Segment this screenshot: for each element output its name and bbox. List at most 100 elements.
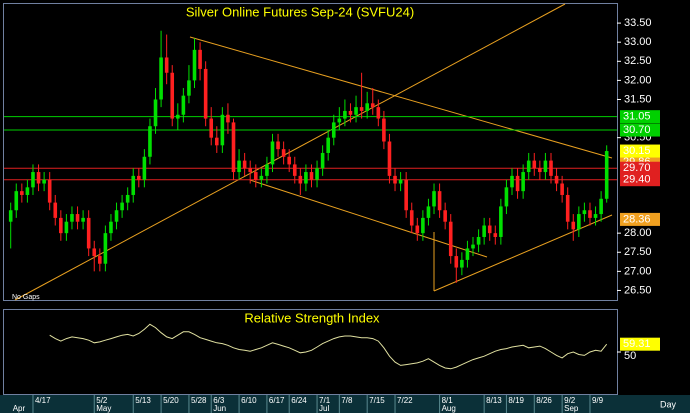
candle-body [64,221,69,234]
candle-body [36,172,41,184]
x-tick-label: 6/24 [291,396,307,405]
level-label: 31.05 [623,111,651,123]
candle-body [326,137,330,153]
x-tick-label: 5/20 [163,396,179,405]
candle-body [181,95,186,115]
candle-body [315,168,319,180]
candle-body [582,210,587,215]
trend-line [249,179,488,258]
rsi-title: Relative Strength Index [244,310,380,325]
candle-body [270,141,275,165]
candle-body [599,198,603,215]
candle-body [471,244,475,249]
last-price-box [620,144,660,158]
candle-body [98,256,102,264]
month-label: Apr [13,404,26,413]
candle-body [331,122,336,138]
candle-body [259,175,264,180]
candle-body [226,114,230,123]
level-label: 29.70 [623,162,651,174]
candle-body [437,191,442,211]
x-tick-label: 6/3 [213,396,225,405]
level-label: 28.36 [623,213,651,225]
candle-body [248,168,253,173]
x-tick-label: 5/2 [96,396,108,405]
period: Day [660,399,677,409]
y-tick-label: 32.50 [624,55,652,67]
y-tick-label: 26.50 [624,284,652,296]
candle-body [298,175,303,184]
candle-body [148,126,152,157]
candle-body [75,214,80,222]
candle-body [103,233,108,264]
trend-line [189,36,613,159]
candle-body [159,57,163,100]
candle-body [170,72,175,119]
candle-body [565,194,570,222]
candle-body [532,160,537,169]
candle-body [359,107,364,111]
y-tick-label: 27.00 [624,265,652,277]
candle-body [510,175,514,188]
level-box [620,161,660,175]
x-tick-label: 9/9 [592,396,604,405]
candle-body [214,137,219,146]
x-tick-label: 8/19 [508,396,524,405]
candle-body [203,68,208,119]
rsi-value-box [620,337,660,351]
level-label: 29.40 [623,174,651,186]
candle-body [31,172,35,188]
month-label: Jun [213,404,226,413]
level-box [620,110,660,124]
y-tick-label: 27.50 [624,246,652,258]
month-label: Sep [564,404,579,413]
candle-body [499,206,503,237]
candle-body [348,110,353,115]
candle-body [365,103,369,111]
candle-body [465,248,470,260]
candle-body [86,217,91,249]
candle-body [443,210,447,222]
candle-body [265,164,269,176]
month-label: May [96,404,111,413]
candle-body [382,118,386,142]
candle-body [604,151,609,199]
candle-body [253,172,258,180]
candle-body [421,217,425,234]
x-tick-label: 6/10 [241,396,257,405]
candle-body [281,149,286,157]
candle-body [387,141,392,176]
candle-body [521,172,525,192]
candle-body [538,168,542,173]
candle-body [426,206,431,218]
chart-title: Silver Online Futures Sep-24 (SVFU24) [186,4,414,19]
candle-body [526,160,531,173]
candle-body [192,49,197,81]
candle-body [398,179,403,184]
candle-body [560,183,564,195]
candle-body [220,114,225,146]
candle-body [287,156,291,165]
last-price-label: 30.15 [623,145,651,157]
x-tick-label: 9/2 [564,396,576,405]
month-label: Aug [442,404,456,413]
level-box [620,123,660,137]
x-tick-label: 4/17 [35,396,51,405]
candle-body [14,191,19,211]
candle-body [292,164,297,176]
x-tick-label: 7/1 [319,396,331,405]
candle-body [309,172,314,180]
candle-body [304,172,308,184]
x-tick-label: 7/22 [397,396,413,405]
candle-body [448,221,453,257]
candle-body [142,156,147,180]
candle-body [8,210,13,222]
candle-body [231,122,236,173]
candle-body [370,103,375,108]
month-label: Jul [319,404,329,413]
gap-mode: No Gaps [12,294,40,301]
candle-body [337,118,342,123]
y-tick-label: 33.50 [624,17,652,29]
x-tick-label: 8/26 [536,396,552,405]
